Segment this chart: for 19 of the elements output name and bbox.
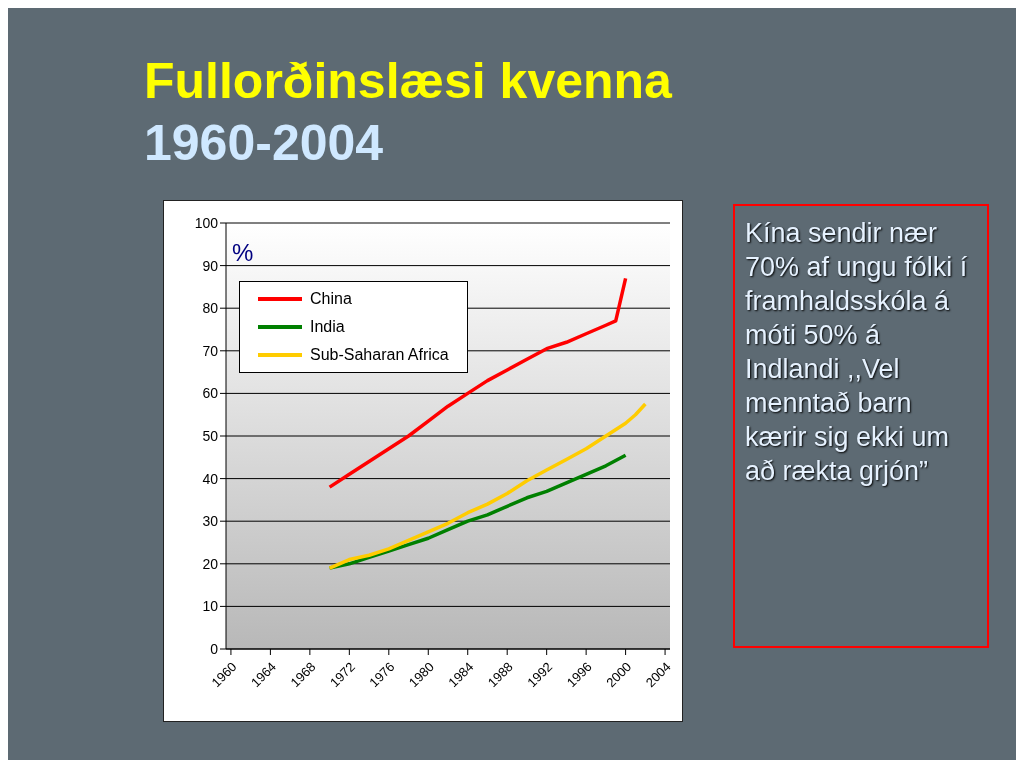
line-series (327, 402, 648, 570)
y-tick-label: 90 (202, 257, 219, 274)
chart-title: Fullorðinslæsi kvenna (144, 53, 672, 109)
y-tick-label: 80 (202, 300, 219, 317)
legend-label: India (310, 318, 345, 335)
y-tick-label: 60 (202, 385, 219, 402)
y-tick-label: 20 (202, 555, 219, 572)
y-tick-label: 10 (202, 598, 219, 615)
y-tick-label: 0 (210, 640, 219, 657)
y-tick-label: 40 (202, 470, 219, 487)
legend-label: Sub-Saharan Africa (310, 346, 449, 363)
y-axis-title: % (232, 239, 254, 266)
text: Kína sendir nær 70% af ungu fólki í framhaldsskóla á móti 50% á Indlandi ,,Vel menntað barn kærir sig ekki um að rækta grjón” (745, 218, 968, 486)
y-tick-label: 100 (194, 214, 219, 231)
y-tick-label: 30 (202, 513, 219, 530)
y-tick-label: 50 (202, 427, 219, 444)
legend-label: China (310, 290, 352, 307)
y-tick-label: 70 (202, 342, 219, 359)
chart-subtitle: 1960-2004 (144, 115, 384, 171)
